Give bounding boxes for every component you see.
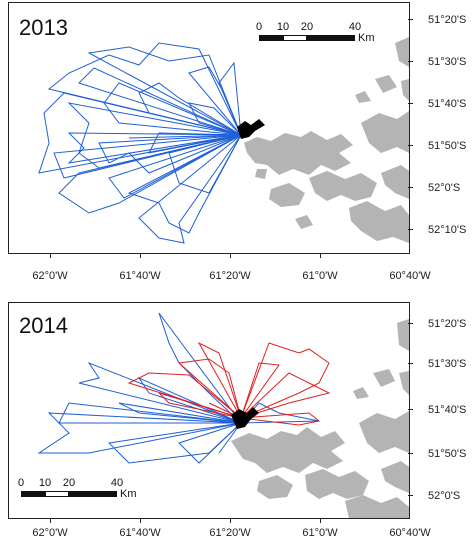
year-label-2014: 2014: [19, 313, 68, 338]
land-2014: [231, 319, 409, 518]
lat-label: 51°20'S: [428, 318, 467, 330]
scale-tick-40: 40: [110, 477, 124, 489]
scale-tick-0: 0: [255, 21, 263, 33]
lon-label: 62°0'W: [32, 527, 68, 539]
map-canvas-2013: [38, 37, 409, 244]
lat-label: 51°30'S: [428, 358, 467, 370]
lon-label: 61°20'W: [209, 270, 251, 282]
tracks-blue-2013: [38, 42, 242, 244]
lat-label: 51°40'S: [428, 98, 467, 110]
scale-tick-0: 0: [17, 477, 25, 489]
lon-label: 60°40'W: [389, 527, 431, 539]
lat-label: 51°20'S: [428, 14, 467, 26]
scale-tick-40: 40: [348, 21, 362, 33]
lat-label: 51°30'S: [428, 56, 467, 68]
lon-label: 62°0'W: [32, 270, 68, 282]
colony-marker-2013: [237, 119, 265, 139]
lat-label: 52°0'S: [428, 490, 461, 502]
tracks-blue-2014: [37, 312, 320, 464]
scale-tick-20: 20: [300, 21, 314, 33]
lat-label: 51°40'S: [428, 404, 467, 416]
scale-unit: Km: [358, 32, 375, 44]
lat-label: 52°10'S: [428, 224, 467, 236]
map-panel-2013: 2013 0 10 20 40 Km: [8, 2, 410, 254]
scale-bar-2014: 0 10 20 40 Km: [17, 477, 137, 507]
year-label-2013: 2013: [19, 15, 68, 40]
scale-tick-20: 20: [62, 477, 76, 489]
land-2013: [244, 37, 409, 243]
lat-label: 51°50'S: [428, 448, 467, 460]
tracks-red-2014: [127, 341, 331, 426]
lat-label: 52°0'S: [428, 182, 461, 194]
scale-unit: Km: [120, 488, 137, 500]
lon-label: 61°20'W: [209, 527, 251, 539]
lon-label: 60°40'W: [389, 270, 431, 282]
map-canvas-2014: [37, 312, 409, 518]
scale-tick-10: 10: [276, 21, 290, 33]
lat-label: 51°50'S: [428, 140, 467, 152]
scale-tick-10: 10: [38, 477, 52, 489]
lon-label: 61°40'W: [119, 527, 161, 539]
lon-label: 61°0'W: [302, 527, 338, 539]
lon-label: 61°40'W: [119, 270, 161, 282]
colony-marker-2014: [231, 407, 259, 429]
scale-bar-2013: 0 10 20 40 Km: [255, 21, 375, 51]
map-panel-2014: 2014 0 10 20 40 Km: [8, 302, 410, 519]
lon-label: 61°0'W: [302, 270, 338, 282]
